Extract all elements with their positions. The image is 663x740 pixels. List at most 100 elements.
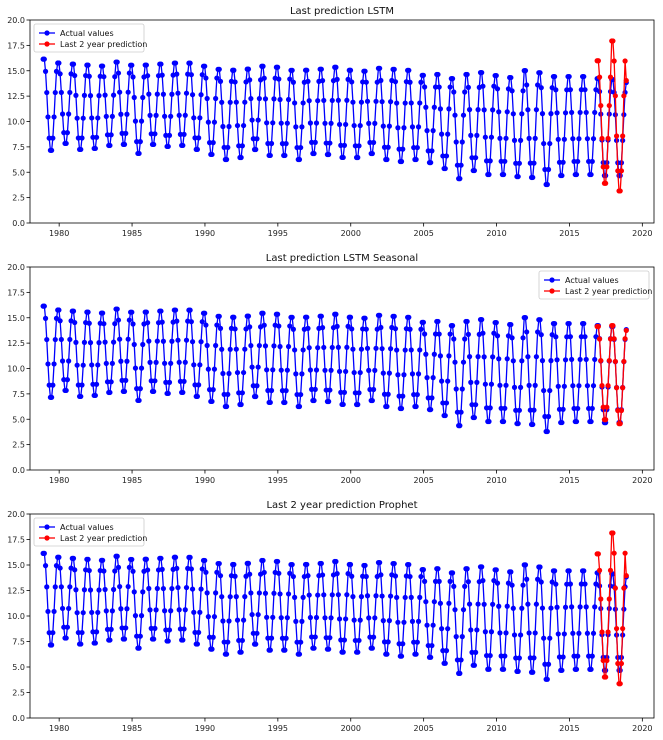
data-point — [577, 109, 583, 116]
data-point — [67, 584, 73, 590]
data-point — [469, 402, 475, 408]
data-point — [493, 567, 499, 573]
data-point — [611, 550, 617, 556]
data-point — [264, 614, 270, 620]
data-point — [108, 626, 114, 633]
data-point — [326, 646, 332, 652]
data-point — [509, 335, 515, 341]
data-point — [552, 73, 558, 80]
data-point — [221, 391, 227, 398]
data-point — [500, 666, 507, 672]
data-point — [496, 356, 502, 362]
data-point — [560, 654, 566, 660]
data-point — [510, 111, 516, 117]
data-point — [530, 669, 536, 675]
data-point — [367, 634, 373, 640]
data-point — [41, 303, 47, 309]
data-point — [604, 164, 610, 170]
data-point — [402, 347, 408, 353]
data-point — [503, 630, 509, 636]
data-point — [432, 84, 439, 90]
data-point — [527, 407, 533, 413]
data-point — [300, 100, 306, 106]
data-point — [115, 564, 122, 570]
data-point — [175, 584, 181, 591]
data-point — [277, 96, 283, 103]
data-point — [482, 629, 488, 635]
data-point — [369, 645, 375, 651]
data-point — [526, 382, 532, 388]
data-point — [622, 550, 628, 556]
data-point — [81, 587, 88, 593]
data-point — [260, 310, 266, 316]
data-point — [520, 335, 526, 341]
data-point — [223, 156, 230, 163]
data-point — [575, 158, 581, 165]
data-point — [606, 357, 612, 364]
data-point — [445, 378, 451, 384]
data-point — [58, 584, 64, 590]
data-point — [567, 334, 574, 340]
data-point — [341, 637, 348, 643]
y-tick-label: 12.5 — [7, 92, 25, 101]
data-point — [262, 590, 269, 596]
x-tick-label: 2015 — [559, 724, 579, 733]
data-point — [182, 359, 188, 365]
data-point — [187, 554, 193, 560]
data-point — [298, 144, 304, 151]
data-point — [488, 629, 495, 635]
data-point — [556, 159, 563, 165]
data-point — [154, 91, 160, 97]
data-point — [335, 344, 341, 350]
data-point — [357, 122, 363, 129]
data-point — [278, 367, 284, 373]
data-point — [567, 581, 574, 587]
data-point — [110, 92, 117, 98]
data-point — [481, 601, 487, 607]
data-point — [488, 381, 495, 387]
data-point — [518, 632, 524, 638]
data-point — [429, 148, 435, 154]
data-point — [114, 59, 120, 65]
data-point — [545, 661, 552, 667]
data-point — [64, 624, 71, 630]
legend-marker — [44, 41, 50, 47]
data-point — [138, 365, 145, 371]
data-point — [432, 331, 439, 337]
data-point — [555, 631, 561, 637]
data-point — [542, 166, 548, 173]
data-point — [154, 585, 160, 592]
data-point — [80, 610, 86, 616]
data-point — [379, 346, 385, 352]
data-point — [245, 560, 252, 566]
x-tick-label: 2020 — [632, 229, 652, 238]
data-point — [554, 110, 560, 116]
data-point — [270, 367, 276, 373]
data-point — [311, 397, 317, 404]
data-point — [498, 653, 504, 659]
data-point — [369, 397, 375, 404]
data-point — [211, 614, 218, 620]
y-tick-label: 12.5 — [7, 339, 25, 348]
data-point — [509, 88, 515, 94]
data-point — [344, 592, 350, 598]
data-point — [256, 95, 262, 102]
data-point — [101, 321, 107, 327]
data-point — [497, 382, 503, 388]
data-point — [413, 156, 419, 163]
data-point — [349, 326, 355, 332]
data-point — [430, 128, 436, 134]
data-point — [525, 354, 531, 360]
data-point — [130, 74, 136, 80]
data-point — [245, 66, 252, 72]
data-point — [293, 618, 299, 624]
data-point — [49, 642, 55, 648]
data-point — [137, 633, 143, 639]
data-point — [575, 653, 581, 659]
data-point — [118, 358, 124, 364]
data-point — [290, 573, 296, 580]
data-point — [588, 666, 594, 672]
data-point — [621, 93, 627, 99]
data-point — [194, 146, 201, 153]
data-point — [183, 337, 190, 343]
